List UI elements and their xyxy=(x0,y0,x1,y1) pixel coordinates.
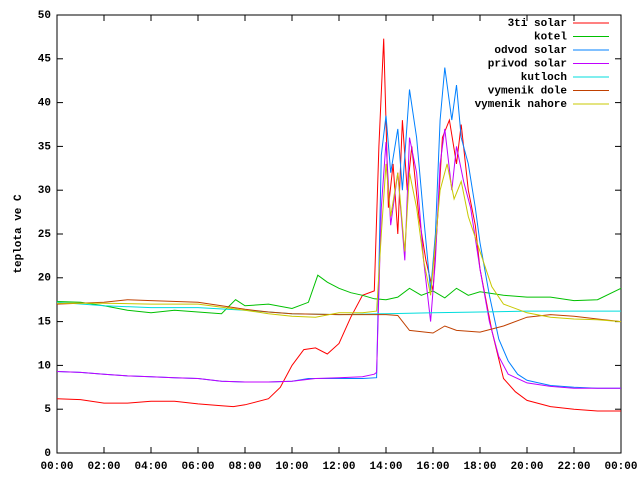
legend-label: kutloch xyxy=(521,72,567,84)
x-tick-label: 12:00 xyxy=(322,461,355,473)
legend-label: kotel xyxy=(534,31,567,43)
x-tick-label: 00:00 xyxy=(40,461,73,473)
y-tick-label: 5 xyxy=(44,404,51,416)
series-line xyxy=(56,128,621,389)
y-tick-label: 0 xyxy=(44,448,51,460)
legend-label: odvod solar xyxy=(494,45,567,57)
y-tick-label: 25 xyxy=(38,229,52,241)
y-tick-label: 50 xyxy=(38,10,51,22)
legend-label: 3ti solar xyxy=(508,18,567,30)
x-tick-label: 00:00 xyxy=(604,461,637,473)
legend-label: vymenik dole xyxy=(488,85,568,97)
y-tick-label: 10 xyxy=(38,360,51,372)
legend-label: privod solar xyxy=(488,58,567,70)
x-tick-label: 04:00 xyxy=(134,461,167,473)
series-line xyxy=(56,274,622,315)
x-tick-label: 06:00 xyxy=(181,461,214,473)
legend-label: vymenik nahore xyxy=(475,99,568,111)
y-tick-label: 45 xyxy=(38,54,52,66)
x-tick-label: 10:00 xyxy=(275,461,308,473)
y-tick-label: 30 xyxy=(38,185,51,197)
series-line xyxy=(56,67,621,389)
y-axis-label: teplota ve C xyxy=(13,194,25,274)
y-tick-label: 15 xyxy=(38,317,52,329)
series-line xyxy=(56,299,622,334)
y-tick-label: 35 xyxy=(38,141,52,153)
x-tick-label: 02:00 xyxy=(87,461,120,473)
x-tick-label: 22:00 xyxy=(557,461,590,473)
series-line xyxy=(57,163,622,323)
x-tick-label: 18:00 xyxy=(463,461,496,473)
x-tick-label: 14:00 xyxy=(369,461,402,473)
y-tick-label: 20 xyxy=(38,273,51,285)
x-tick-label: 08:00 xyxy=(228,461,261,473)
x-tick-label: 20:00 xyxy=(510,461,543,473)
y-tick-label: 40 xyxy=(38,98,51,110)
x-tick-label: 16:00 xyxy=(416,461,449,473)
